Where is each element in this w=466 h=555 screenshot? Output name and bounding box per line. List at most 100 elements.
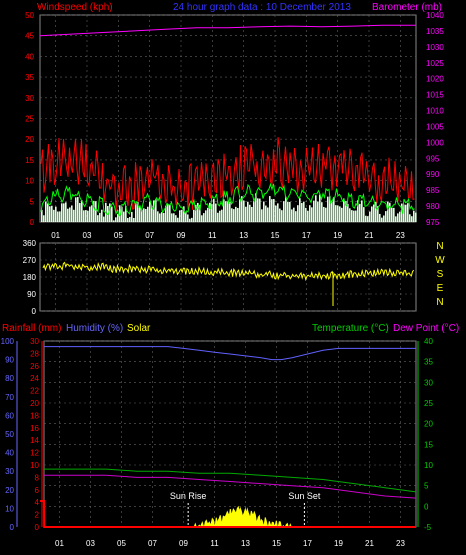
rain-tick: 30 bbox=[30, 337, 39, 346]
windspeed-axis-ticks: 0 5 10 15 20 25 30 35 40 45 50 bbox=[25, 11, 34, 227]
wind-speed-bar bbox=[149, 201, 151, 222]
wind-speed-bar bbox=[357, 200, 359, 222]
wind-speed-bar bbox=[211, 204, 213, 222]
wind-speed-bar bbox=[367, 216, 369, 222]
wind-speed-bar bbox=[305, 207, 307, 222]
wind-speed-bar bbox=[221, 209, 223, 222]
wind-speed-bar bbox=[41, 209, 43, 222]
rain-x-tick: 15 bbox=[272, 539, 281, 548]
dewpoint-line bbox=[44, 474, 417, 499]
temperature-line bbox=[44, 468, 417, 493]
wind-speed-bar bbox=[377, 206, 379, 222]
barometer-tick: 1015 bbox=[426, 91, 444, 100]
wind-speed-bar bbox=[403, 204, 405, 222]
wind-speed-bar bbox=[337, 205, 339, 222]
wind-speed-bar bbox=[363, 207, 365, 222]
wind-speed-bar bbox=[165, 205, 167, 222]
wind-direction-line bbox=[42, 261, 415, 282]
wind-x-tick: 13 bbox=[239, 231, 248, 240]
wind-speed-bar bbox=[119, 205, 121, 222]
wind-speed-bar bbox=[173, 213, 175, 222]
direction-panel-grid bbox=[40, 242, 416, 312]
wind-speed-bars bbox=[41, 193, 417, 222]
wind-speed-bar bbox=[89, 206, 91, 222]
windspeed-tick: 10 bbox=[25, 177, 34, 186]
wind-speed-bar bbox=[167, 203, 169, 222]
wind-speed-bar bbox=[127, 217, 129, 222]
wind-x-tick: 11 bbox=[208, 231, 217, 240]
wind-speed-bar bbox=[141, 209, 143, 222]
rain-x-tick: 09 bbox=[179, 539, 188, 548]
windspeed-tick: 20 bbox=[25, 135, 34, 144]
wind-speed-bar bbox=[79, 202, 81, 222]
humidity-tick: 60 bbox=[5, 411, 14, 420]
wind-speed-bar bbox=[361, 200, 363, 222]
direction-tick: 0 bbox=[32, 307, 37, 316]
temp-tick: 20 bbox=[424, 420, 433, 429]
wind-speed-bar bbox=[255, 193, 257, 222]
windspeed-tick: 5 bbox=[30, 197, 35, 206]
wind-speed-bar bbox=[217, 212, 219, 222]
wind-speed-bar bbox=[245, 206, 247, 222]
wind-speed-bar bbox=[413, 210, 415, 222]
humidity-tick: 100 bbox=[1, 337, 15, 346]
wind-speed-bar bbox=[77, 197, 79, 222]
wind-speed-bar bbox=[287, 201, 289, 222]
rain-tick: 26 bbox=[30, 362, 39, 371]
humidity-line bbox=[44, 346, 416, 361]
rain-tick: 28 bbox=[30, 349, 39, 358]
solar-area bbox=[191, 505, 292, 529]
wind-speed-bar bbox=[313, 200, 315, 222]
temperature-label: Temperature (°C) bbox=[312, 323, 389, 334]
barometer-tick: 980 bbox=[426, 202, 440, 211]
wind-speed-bar bbox=[75, 197, 77, 222]
wind-speed-bar bbox=[285, 196, 287, 222]
wind-speed-bar bbox=[207, 207, 209, 222]
wind-speed-bar bbox=[231, 208, 233, 222]
wind-speed-bar bbox=[187, 214, 189, 222]
wind-speed-bar bbox=[135, 202, 137, 222]
wind-average-line bbox=[40, 182, 415, 217]
rain-x-axis-ticks: 01 03 05 07 09 11 13 15 17 19 21 23 bbox=[55, 539, 405, 548]
wind-speed-bar bbox=[273, 198, 275, 222]
rain-tick: 6 bbox=[35, 486, 40, 495]
rain-x-tick: 03 bbox=[86, 539, 95, 548]
barometer-tick: 1020 bbox=[426, 75, 444, 84]
barometer-tick: 1010 bbox=[426, 107, 444, 116]
wind-speed-bar bbox=[411, 216, 413, 222]
rain-tick: 12 bbox=[30, 449, 39, 458]
rain-x-tick: 23 bbox=[396, 539, 405, 548]
wind-speed-bar bbox=[223, 199, 225, 222]
barometer-tick: 1025 bbox=[426, 59, 444, 68]
solar-label: Solar bbox=[127, 323, 151, 334]
wind-speed-bar bbox=[315, 195, 317, 222]
wind-speed-bar bbox=[93, 200, 95, 222]
barometer-line bbox=[39, 24, 416, 37]
wind-speed-bar bbox=[253, 200, 255, 222]
barometer-tick: 975 bbox=[426, 218, 440, 227]
wind-speed-bar bbox=[131, 211, 133, 222]
windspeed-tick: 50 bbox=[25, 11, 34, 20]
windspeed-tick: 40 bbox=[25, 52, 34, 61]
windspeed-tick: 35 bbox=[25, 73, 34, 82]
barometer-tick: 990 bbox=[426, 170, 440, 179]
wind-speed-bar bbox=[227, 201, 229, 222]
wind-x-tick: 21 bbox=[365, 231, 374, 240]
wind-speed-bar bbox=[283, 201, 285, 222]
temp-tick: 25 bbox=[424, 399, 433, 408]
wind-speed-bar bbox=[295, 211, 297, 222]
wind-speed-bar bbox=[153, 200, 155, 222]
rain-tick: 10 bbox=[30, 461, 39, 470]
temp-tick: -5 bbox=[424, 523, 432, 532]
wind-speed-bar bbox=[347, 203, 349, 222]
humidity-tick: 70 bbox=[5, 393, 14, 402]
humidity-tick: 50 bbox=[5, 430, 14, 439]
wind-speed-bar bbox=[63, 203, 65, 222]
wind-x-tick: 19 bbox=[333, 231, 342, 240]
wind-speed-bar bbox=[109, 203, 111, 222]
wind-speed-bar bbox=[123, 211, 125, 222]
windspeed-tick: 0 bbox=[30, 218, 35, 227]
wind-speed-bar bbox=[319, 194, 321, 222]
wind-speed-bar bbox=[69, 207, 71, 222]
